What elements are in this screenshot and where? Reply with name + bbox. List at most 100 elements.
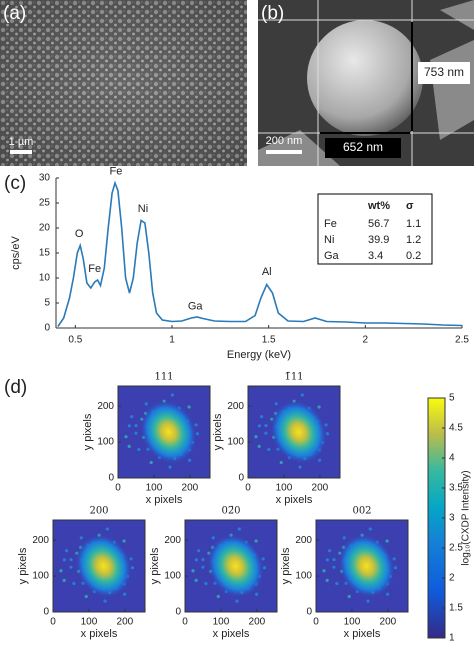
y-tick-label: 0: [175, 607, 181, 618]
peak-label: Fe: [88, 263, 101, 275]
y-tick-label: 100: [164, 571, 181, 582]
scale-label: 1 µm: [9, 136, 34, 148]
speckle: [279, 460, 283, 465]
speckle: [366, 599, 370, 603]
panel-label: (a): [3, 3, 26, 24]
speckle: [124, 435, 128, 439]
speckle: [204, 581, 208, 586]
scale-label: 200 nm: [266, 135, 303, 147]
frame: [117, 385, 211, 479]
speckle: [134, 423, 138, 428]
speckle: [385, 539, 389, 543]
x-axis-label: x pixels: [276, 494, 313, 506]
y-tick-label: 100: [227, 437, 244, 448]
colorbar-tick-label: 4: [449, 453, 455, 464]
peak-label: Ga: [188, 300, 204, 312]
colorbar-tick-label: 5: [449, 393, 455, 404]
speckle: [254, 539, 258, 543]
x-tick-label: 1: [169, 335, 175, 346]
speckle: [298, 465, 302, 469]
panel-label: (b): [261, 3, 284, 24]
scale-bar: [10, 150, 32, 154]
speckle: [149, 460, 153, 465]
colorbar-tick-label: 3: [449, 513, 455, 524]
peak-label: Al: [262, 266, 272, 278]
speckle: [254, 435, 258, 439]
speckle: [201, 565, 205, 569]
y-tick-label: 200: [164, 535, 181, 546]
speckle: [170, 393, 174, 397]
y-tick-label: 0: [238, 473, 244, 484]
x-tick-label: 0: [182, 617, 188, 628]
table-cell: 1.2: [406, 234, 421, 246]
speckle: [134, 431, 138, 435]
table-cell: Ni: [324, 234, 334, 246]
x-tick-label: 0.5: [68, 335, 82, 346]
y-axis-label: cps/eV: [10, 236, 22, 270]
speckle: [105, 527, 109, 531]
table-header: σ: [406, 200, 414, 212]
speckle: [84, 594, 88, 599]
speckle: [386, 592, 390, 596]
panel-title: 1̄11: [284, 372, 303, 383]
speckle: [188, 458, 192, 462]
peak-label: Ni: [138, 203, 148, 215]
particle: [307, 20, 423, 136]
sem-shading: [0, 0, 247, 166]
x-tick-label: 0: [50, 617, 56, 628]
x-tick-label: 0: [245, 483, 251, 494]
table-cell: 3.4: [368, 250, 383, 262]
speckle: [59, 569, 63, 573]
label-box: [325, 138, 401, 158]
speckle: [211, 536, 215, 540]
y-tick-label: 200: [227, 401, 244, 412]
panel-title: 200: [89, 506, 108, 517]
y-tick-label: 25: [39, 198, 51, 209]
speckle: [255, 592, 259, 596]
speckle: [62, 578, 66, 582]
y-tick-label: 5: [44, 298, 50, 309]
colorbar-tick-label: 1.5: [449, 603, 463, 614]
peak-label: Fe: [110, 165, 123, 177]
y-tick-label: 200: [32, 535, 49, 546]
speckle: [137, 447, 141, 452]
speckle: [103, 599, 107, 603]
speckle: [122, 539, 126, 543]
colorbar-tick-label: 2: [449, 573, 455, 584]
speckle: [69, 557, 73, 562]
colorbar-tick-label: 2.5: [449, 543, 463, 554]
panel-label: (d): [4, 377, 27, 398]
diffraction-blob: [269, 399, 328, 465]
table-cell: 0.2: [406, 250, 421, 262]
speckle: [342, 536, 346, 540]
speckle: [318, 458, 322, 462]
colorbar-tick-label: 1: [449, 633, 455, 644]
colorbar-tick-label: 4.5: [449, 423, 463, 434]
x-tick-label: 200: [380, 617, 397, 628]
frame: [52, 519, 146, 613]
y-axis-label: y pixels: [212, 413, 224, 450]
y-axis-label: y pixels: [280, 547, 292, 584]
diffraction-blob: [74, 533, 133, 599]
table-cell: 56.7: [368, 218, 389, 230]
x-tick-label: 100: [81, 617, 98, 628]
y-tick-label: 0: [306, 607, 312, 618]
speckle: [65, 549, 69, 553]
speckle: [201, 557, 205, 562]
sem-facets: [258, 0, 474, 166]
y-tick-label: 15: [39, 248, 51, 259]
speckle: [260, 415, 264, 419]
x-tick-label: 100: [146, 483, 163, 494]
speckle: [216, 594, 220, 599]
speckle: [300, 393, 304, 397]
y-tick-label: 30: [39, 173, 51, 184]
speckle: [187, 405, 191, 409]
y-tick-label: 100: [32, 571, 49, 582]
x-axis-label: x pixels: [213, 628, 250, 640]
x-tick-label: 200: [249, 617, 266, 628]
x-axis-label: Energy (keV): [227, 349, 291, 361]
y-tick-label: 200: [97, 401, 114, 412]
frame: [247, 385, 341, 479]
